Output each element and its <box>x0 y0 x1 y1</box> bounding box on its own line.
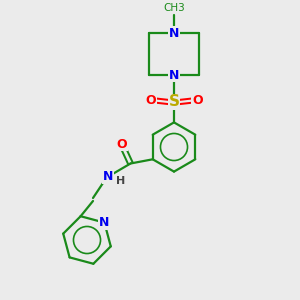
Text: O: O <box>192 94 203 107</box>
Text: N: N <box>99 216 110 229</box>
Text: CH3: CH3 <box>163 3 185 14</box>
Text: O: O <box>116 137 127 151</box>
Text: O: O <box>145 94 156 107</box>
Text: H: H <box>116 176 125 187</box>
Text: N: N <box>169 26 179 40</box>
Text: S: S <box>169 94 179 110</box>
Text: N: N <box>103 170 113 184</box>
Text: N: N <box>169 68 179 82</box>
